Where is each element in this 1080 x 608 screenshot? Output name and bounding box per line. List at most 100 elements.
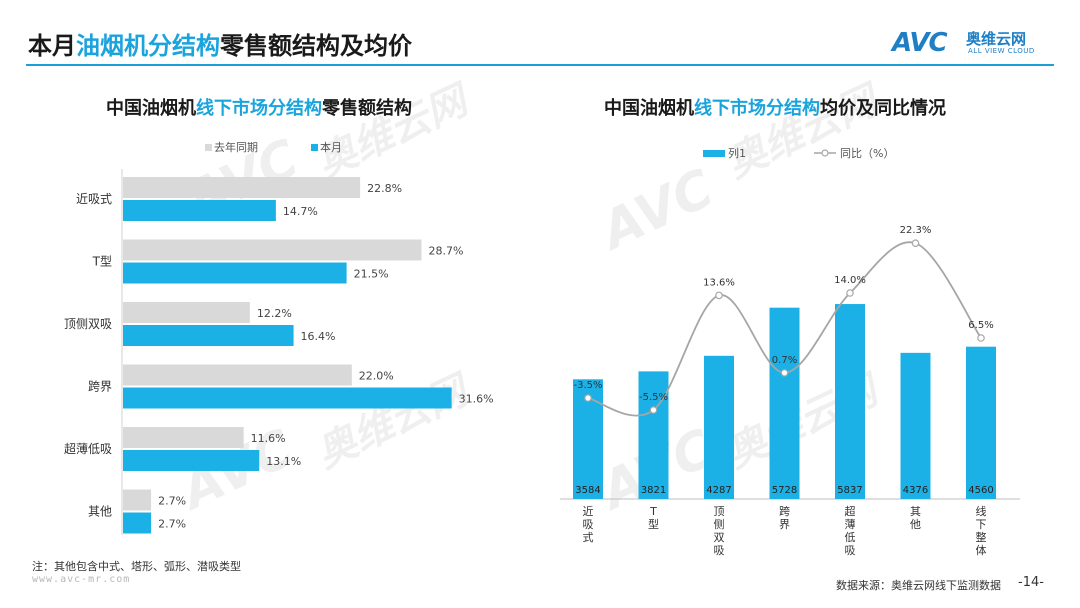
column-value-label: 5728 (772, 485, 797, 496)
bar-this-month (123, 387, 452, 409)
yoy-value-label: 6.5% (968, 320, 993, 331)
column-value-label: 4560 (968, 485, 993, 496)
category-label-char: 顶 (714, 505, 725, 518)
category-label-char: 吸 (845, 544, 856, 557)
data-label-this-month: 31.6% (459, 393, 494, 406)
legend-marker-yoy (821, 149, 829, 157)
site-url: www.avc-mr.com (32, 574, 131, 585)
data-source: 数据来源：奥维云网线下监测数据 (836, 579, 1001, 592)
yoy-value-label: -3.5% (573, 380, 602, 391)
right-combo-chart: 列1 同比（%）3584近吸式3821T型4287顶侧双吸5728跨界5837超薄… (560, 146, 1020, 557)
legend-swatch-bars (703, 150, 725, 157)
bar-this-month (123, 200, 276, 221)
data-label-this-month: 21.5% (354, 268, 389, 281)
right-chart-title-suffix: 均价及同比情况 (820, 98, 946, 119)
logo-mark: AVC (892, 28, 948, 58)
data-label-this-month: 13.1% (266, 455, 301, 468)
column-bar (638, 371, 669, 499)
category-label-char: 整 (976, 530, 987, 544)
yoy-value-label: 22.3% (900, 225, 932, 236)
category-label-char: 吸 (583, 518, 594, 531)
yoy-marker (780, 369, 789, 377)
data-label-last-year: 22.0% (359, 370, 394, 383)
yoy-marker (846, 289, 854, 297)
category-label-char: 近 (583, 505, 594, 518)
data-label-last-year: 11.6% (251, 432, 286, 445)
category-label-char: 超 (845, 504, 856, 518)
bar-this-month (123, 325, 294, 346)
page-title: 本月油烟机分结构零售额结构及均价 (28, 26, 412, 61)
column-bar (966, 346, 996, 499)
left-chart-title-prefix: 中国油烟机 (106, 98, 196, 119)
category-label-char: 其 (910, 505, 921, 518)
data-label-last-year: 28.7% (428, 245, 463, 258)
yoy-value-label: 14.0% (834, 275, 866, 286)
category-label: 超薄低吸 (64, 441, 112, 456)
legend-label-last-year: 去年同期 (214, 140, 258, 154)
bar-this-month (123, 450, 260, 471)
category-label-char: 跨 (779, 505, 790, 518)
category-label-char: 型 (648, 517, 659, 531)
category-label-char: 界 (779, 518, 790, 531)
category-label: T型 (92, 255, 112, 269)
column-value-label: 3821 (641, 485, 666, 496)
left-chart-title-highlight: 线下市场分结构 (196, 98, 322, 119)
right-chart-title-prefix: 中国油烟机 (604, 98, 694, 119)
column-value-label: 3584 (575, 485, 600, 496)
column-bar (769, 307, 800, 499)
bar-last-year (123, 427, 244, 448)
yoy-marker (911, 239, 920, 248)
category-label: 顶侧双吸 (64, 317, 112, 331)
category-label: 跨界 (88, 380, 112, 394)
category-label-char: 吸 (714, 544, 725, 557)
category-label-char: 薄 (845, 517, 856, 531)
data-label-this-month: 16.4% (301, 330, 336, 343)
left-chart-title: 中国油烟机线下市场分结构零售额结构 (106, 94, 412, 120)
bar-this-month (123, 262, 347, 284)
category-label: 其他 (88, 505, 112, 519)
page-title-suffix: 零售额结构及均价 (220, 32, 412, 60)
category-label-char: 线 (976, 504, 987, 518)
data-label-this-month: 2.7% (158, 518, 186, 531)
yoy-value-label: 0.7% (772, 355, 797, 366)
legend-label-yoy: 同比（%） (840, 147, 894, 160)
header-divider (26, 64, 1054, 66)
right-chart-title: 中国油烟机线下市场分结构均价及同比情况 (604, 94, 946, 120)
category-label-char: 侧 (714, 518, 725, 531)
column-bar (900, 352, 931, 499)
category-label-char: 他 (910, 518, 921, 531)
yoy-marker (584, 394, 592, 402)
right-chart-title-highlight: 线下市场分结构 (694, 98, 820, 119)
column-value-label: 5837 (837, 485, 862, 496)
category-label-char: 低 (845, 531, 856, 544)
logo-en-text: ALL VIEW CLOUD (968, 47, 1035, 55)
yoy-marker (977, 334, 985, 342)
data-label-last-year: 22.8% (367, 182, 402, 195)
category-label-char: 双 (714, 531, 725, 544)
yoy-marker (715, 291, 723, 300)
legend-label-bars: 列1 (728, 146, 746, 160)
bar-this-month (123, 512, 152, 534)
legend-swatch-last-year (205, 144, 212, 151)
avc-logo: AVC 奥维云网 ALL VIEW CLOUD (892, 26, 1062, 60)
page-title-prefix: 本月 (28, 32, 76, 60)
logo-cn-text: 奥维云网 (966, 30, 1027, 48)
page-title-highlight: 油烟机分结构 (76, 32, 220, 60)
column-value-label: 4287 (706, 485, 731, 496)
data-label-this-month: 14.7% (283, 205, 318, 218)
bar-last-year (123, 364, 352, 386)
bar-last-year (123, 489, 152, 511)
yoy-marker (649, 406, 658, 414)
column-bar (835, 304, 865, 499)
category-label-char: 体 (976, 543, 987, 557)
data-label-last-year: 2.7% (158, 495, 186, 508)
yoy-value-label: -5.5% (639, 392, 668, 403)
footnote: 注：其他包含中式、塔形、弧形、潜吸类型 (32, 560, 241, 573)
category-label-char: 下 (976, 518, 987, 531)
data-label-last-year: 12.2% (257, 307, 292, 320)
column-value-label: 4376 (903, 485, 928, 496)
bar-last-year (123, 177, 361, 198)
legend-swatch-this-month (311, 144, 318, 151)
legend-label-this-month: 本月 (320, 140, 342, 154)
